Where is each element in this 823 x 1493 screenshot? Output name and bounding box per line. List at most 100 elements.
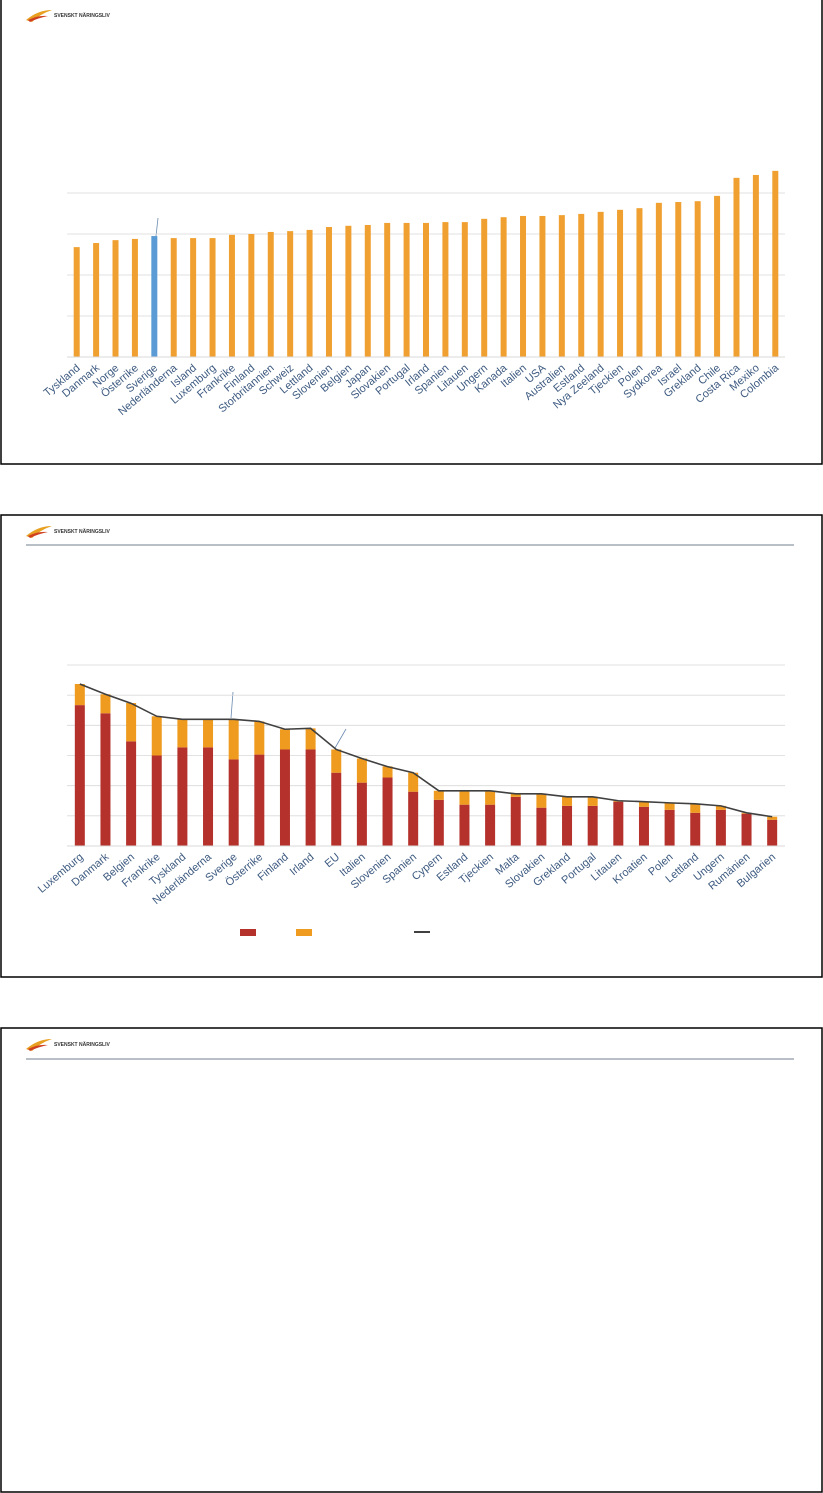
bar-segment (177, 747, 188, 846)
bar (190, 238, 197, 357)
bar-segment (177, 719, 188, 748)
bar-segment (382, 766, 393, 778)
bar-segment (613, 801, 624, 846)
bar (520, 215, 527, 357)
bar-segment (74, 684, 85, 706)
bar (131, 238, 138, 357)
line (79, 683, 773, 818)
bar (209, 238, 216, 357)
bar-segment (331, 772, 342, 846)
legend-swatch (296, 929, 312, 936)
bar-segment (741, 813, 752, 846)
bar-segment (715, 805, 726, 810)
bar-segment (587, 796, 598, 806)
bar (655, 202, 662, 357)
bar-segment (536, 793, 547, 808)
bar-segment (100, 694, 111, 714)
bar (772, 170, 779, 357)
bar-segment (254, 754, 265, 846)
bar (500, 217, 507, 357)
logo: SVENSKT NÄRINGSLIV (26, 526, 111, 538)
bar-segment (562, 805, 573, 846)
bar (752, 174, 759, 357)
bar-segment (433, 790, 444, 800)
panel-frame (0, 1027, 823, 1493)
bar (228, 234, 235, 357)
bar-segment (767, 819, 778, 846)
bar (170, 238, 177, 357)
bar-segment (305, 749, 316, 846)
bar-segment (459, 790, 470, 805)
bar-segment (433, 799, 444, 846)
bar-segment (408, 772, 419, 792)
bar-segment (126, 703, 137, 742)
logo-text: SVENSKT NÄRINGSLIV (54, 12, 111, 19)
bar-segment (228, 759, 239, 846)
bar-segment (638, 801, 649, 807)
bar-segment (279, 749, 290, 846)
bar (636, 208, 643, 357)
logo-text: SVENSKT NÄRINGSLIV (54, 1041, 111, 1048)
bar (733, 177, 740, 357)
bar-segment (331, 749, 342, 773)
bar-segment (356, 782, 367, 846)
bar (539, 215, 546, 357)
bar-segment (536, 807, 547, 846)
bar-segment (510, 793, 521, 797)
bar-segment (664, 809, 675, 846)
leader-line (334, 728, 347, 749)
bar (306, 229, 313, 357)
leader-line (230, 691, 234, 719)
x-tick-label: EU (323, 851, 342, 870)
bar (461, 222, 468, 357)
bar-segment (151, 716, 162, 756)
bar-segment (767, 816, 778, 820)
bar (384, 222, 391, 357)
leader-line (155, 217, 159, 237)
bar (287, 231, 294, 357)
bar-segment (510, 796, 521, 846)
bar (325, 227, 332, 357)
bar (423, 222, 429, 357)
legend-swatch (240, 929, 256, 936)
bar-segment (305, 728, 316, 750)
bar (675, 202, 682, 357)
bar-segment (126, 741, 137, 846)
logo: SVENSKT NÄRINGSLIV (26, 10, 111, 22)
x-tick-label: Irland (288, 851, 317, 878)
bar (403, 222, 410, 357)
bar-segment (382, 777, 393, 846)
panel-frame (0, 514, 823, 978)
bar-segment (74, 705, 85, 846)
bar-segment (356, 758, 367, 783)
bar-segment (638, 806, 649, 846)
bar (558, 215, 565, 357)
bar-segment (715, 809, 726, 846)
bar (248, 234, 255, 357)
bar-segment (690, 803, 701, 813)
bar-segment (690, 812, 701, 846)
bar-segment (203, 747, 214, 846)
bar-segment (408, 791, 419, 846)
logo-text: SVENSKT NÄRINGSLIV (54, 528, 111, 535)
bar-segment (664, 802, 675, 810)
bar (694, 201, 701, 357)
bar (151, 236, 158, 357)
bar-segment (459, 804, 470, 846)
bar-segment (254, 721, 265, 755)
bar (364, 224, 371, 357)
bar-segment (485, 804, 496, 846)
logo: SVENSKT NÄRINGSLIV (26, 1039, 111, 1051)
bar (112, 240, 119, 357)
bar (714, 195, 721, 357)
bar-segment (485, 790, 496, 805)
panel-frame (0, 0, 823, 465)
bar (481, 218, 488, 357)
bar (267, 231, 274, 357)
bar (345, 225, 352, 357)
bar-segment (203, 719, 214, 748)
bar (93, 243, 100, 357)
bar-segment (279, 729, 290, 750)
bar-segment (562, 796, 573, 806)
bar-segment (100, 713, 111, 846)
